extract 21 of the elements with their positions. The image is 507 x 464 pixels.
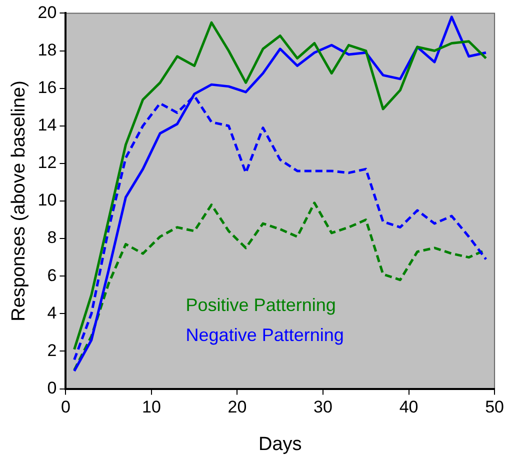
x-tick-label: 40 — [399, 398, 418, 417]
y-tick-label: 10 — [38, 190, 57, 210]
y-tick-label: 2 — [47, 340, 57, 360]
y-tick-label: 6 — [47, 266, 57, 285]
text: Negative Patterning — [186, 325, 344, 346]
y-tick-label: 12 — [38, 153, 57, 172]
y-tick-label: 8 — [47, 228, 57, 248]
y-tick-label: 14 — [38, 116, 57, 135]
y-tick-label: 16 — [38, 78, 57, 98]
x-tick-label: 10 — [142, 398, 161, 417]
y-tick-label: 20 — [38, 2, 57, 22]
x-tick-label: 50 — [485, 398, 504, 417]
x-tick-label: 20 — [228, 398, 247, 417]
y-tick-label: 4 — [47, 303, 57, 322]
y-tick-label: 18 — [38, 40, 57, 60]
x-tick-label: 0 — [60, 398, 70, 417]
x-axis-title: Days — [258, 434, 302, 455]
x-tick-label: 30 — [314, 398, 332, 417]
y-tick-label: 0 — [47, 378, 57, 398]
y-axis-title: Responses (above baseline) — [8, 80, 30, 322]
text: Positive Patterning — [186, 295, 336, 316]
